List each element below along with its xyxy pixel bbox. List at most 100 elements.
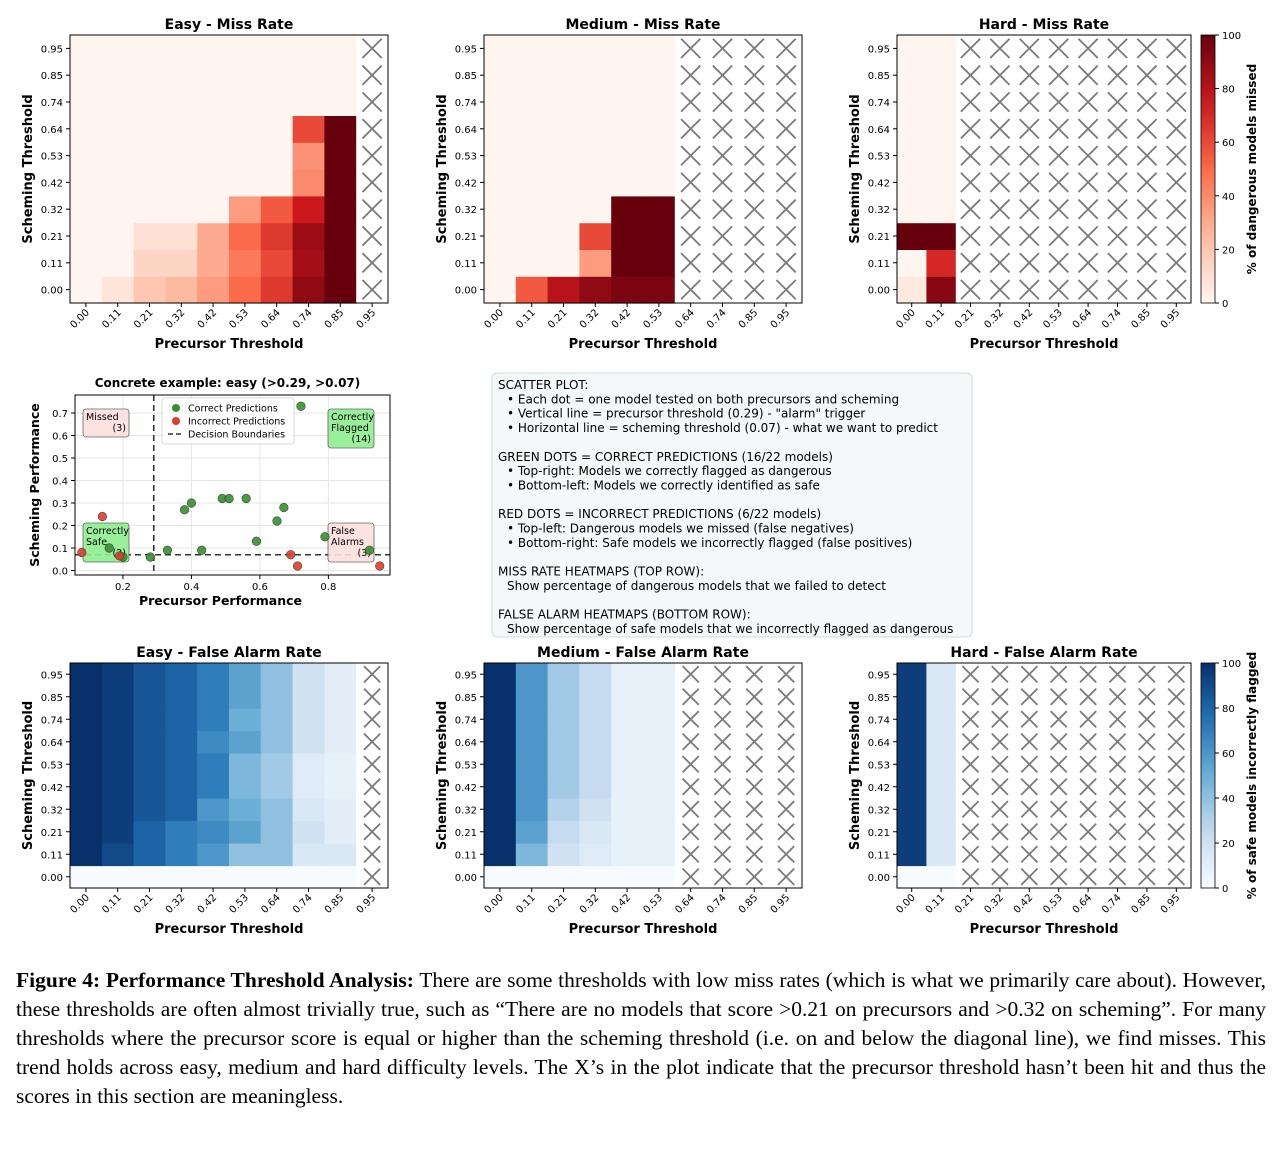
heatmap-cell bbox=[643, 222, 676, 250]
na-cross-stroke bbox=[712, 225, 733, 247]
na-cross-stroke bbox=[775, 145, 797, 166]
heatmap-cell bbox=[165, 115, 198, 143]
notes-line: GREEN DOTS = CORRECT PREDICTIONS (16/22 … bbox=[498, 450, 833, 464]
heatmap-cell bbox=[70, 276, 103, 304]
na-cross-stroke bbox=[1048, 145, 1069, 166]
na-cross-stroke bbox=[361, 225, 383, 247]
na-cross-stroke bbox=[777, 823, 795, 841]
na-cross-stroke bbox=[777, 778, 795, 796]
correct-point bbox=[241, 493, 251, 504]
na-cross-icon bbox=[775, 198, 797, 220]
y-tick-label: 0.74 bbox=[455, 715, 477, 726]
hard-fa-heatmap: Hard - False Alarm Rate0.000.110.210.320… bbox=[848, 645, 1259, 937]
x-tick-label: 0.8 bbox=[320, 582, 336, 593]
na-cross-stroke bbox=[961, 710, 980, 728]
na-cross-icon bbox=[961, 710, 980, 728]
na-cross-icon bbox=[1108, 823, 1127, 841]
na-cross-stroke bbox=[1049, 800, 1068, 818]
heatmap-cell bbox=[70, 169, 103, 197]
na-cross-icon bbox=[681, 778, 700, 796]
na-cross-stroke bbox=[713, 823, 732, 841]
na-cross-icon bbox=[1049, 665, 1068, 683]
heatmap-cell bbox=[197, 88, 230, 116]
na-cross-icon bbox=[745, 710, 764, 728]
na-cross-icon bbox=[713, 755, 732, 773]
na-cross-icon bbox=[1079, 755, 1097, 773]
na-cross-stroke bbox=[1077, 252, 1099, 274]
na-cross-stroke bbox=[712, 198, 733, 220]
na-cross-stroke bbox=[1019, 38, 1040, 59]
na-cross-icon bbox=[361, 279, 383, 300]
na-cross-icon bbox=[1020, 665, 1039, 683]
na-cross-stroke bbox=[989, 91, 1011, 113]
na-cross-stroke bbox=[989, 198, 1011, 220]
y-tick-label: 0.11 bbox=[868, 259, 890, 270]
na-cross-icon bbox=[1020, 868, 1039, 886]
y-tick-label: 0.42 bbox=[41, 178, 63, 189]
na-cross-stroke bbox=[1077, 91, 1099, 113]
na-cross-stroke bbox=[1048, 225, 1069, 247]
na-cross-icon bbox=[745, 733, 764, 751]
heatmap-cell bbox=[260, 142, 294, 170]
na-cross-icon bbox=[1138, 800, 1156, 818]
y-tick-label: 0.1 bbox=[52, 544, 68, 555]
heatmap-title: Hard - Miss Rate bbox=[979, 17, 1109, 33]
na-cross-stroke bbox=[1167, 755, 1186, 773]
quadrant-label-line: (3) bbox=[113, 423, 126, 434]
scatter-title: Concrete example: easy (>0.29, >0.07) bbox=[95, 376, 361, 390]
notes-line: RED DOTS = INCORRECT PREDICTIONS (6/22 m… bbox=[498, 507, 821, 521]
heatmap-cell bbox=[229, 663, 262, 687]
na-cross-stroke bbox=[1107, 145, 1128, 166]
heatmap-cell bbox=[484, 753, 517, 777]
notes-line: • Horizontal line = scheming threshold (… bbox=[507, 421, 938, 435]
na-cross-icon bbox=[960, 172, 981, 193]
y-tick-label: 0.74 bbox=[868, 715, 890, 726]
na-cross-stroke bbox=[1138, 733, 1156, 751]
na-cross-icon bbox=[1048, 38, 1069, 59]
heatmap-cell bbox=[579, 115, 612, 143]
heatmap-cell bbox=[324, 195, 357, 224]
na-cross-icon bbox=[363, 800, 381, 818]
heatmap-cell bbox=[260, 708, 294, 732]
heatmap-cell bbox=[165, 685, 198, 709]
na-cross-stroke bbox=[1077, 38, 1099, 59]
na-cross-icon bbox=[361, 198, 383, 220]
heatmap-cell bbox=[260, 730, 294, 754]
na-cross-stroke bbox=[1108, 868, 1127, 886]
na-cross-icon bbox=[712, 279, 733, 300]
na-cross-stroke bbox=[777, 688, 795, 706]
heatmap-cell bbox=[70, 249, 103, 277]
y-tick-label: 0.85 bbox=[41, 693, 63, 704]
x-tick-label: 0.53 bbox=[641, 892, 665, 916]
y-tick-label: 0.00 bbox=[868, 873, 890, 884]
na-cross-stroke bbox=[363, 778, 381, 796]
heatmap-cell bbox=[197, 798, 230, 822]
heatmap-cell bbox=[547, 249, 580, 277]
na-cross-icon bbox=[363, 733, 381, 751]
na-cross-stroke bbox=[1166, 118, 1187, 140]
na-cross-icon bbox=[1048, 145, 1069, 166]
na-cross-icon bbox=[1079, 845, 1097, 863]
heatmap-cell bbox=[70, 798, 103, 822]
x-tick-label: 0.53 bbox=[227, 892, 251, 916]
heatmap-cell bbox=[547, 276, 580, 304]
na-cross-icon bbox=[1108, 778, 1127, 796]
x-tick-label: 0.21 bbox=[132, 892, 156, 916]
heatmap-cell bbox=[165, 222, 198, 250]
heatmap-cell bbox=[165, 249, 198, 277]
heatmap-cell bbox=[611, 685, 644, 709]
na-cross-stroke bbox=[1019, 279, 1040, 300]
heatmap-cell bbox=[926, 222, 957, 250]
y-tick-label: 0.53 bbox=[868, 152, 890, 163]
incorrect-point bbox=[286, 550, 296, 560]
heatmap-cell bbox=[484, 865, 517, 889]
na-cross-icon bbox=[1166, 145, 1187, 166]
correct-point bbox=[104, 543, 114, 553]
x-tick-label: 0.42 bbox=[1012, 892, 1036, 916]
heatmap-cell bbox=[926, 276, 957, 304]
heatmap-cell bbox=[165, 88, 198, 116]
heatmap-cell bbox=[643, 249, 676, 277]
correct-point bbox=[179, 505, 190, 515]
notes-box: SCATTER PLOT:• Each dot = one model test… bbox=[491, 372, 973, 638]
heatmap-cell bbox=[229, 35, 262, 63]
